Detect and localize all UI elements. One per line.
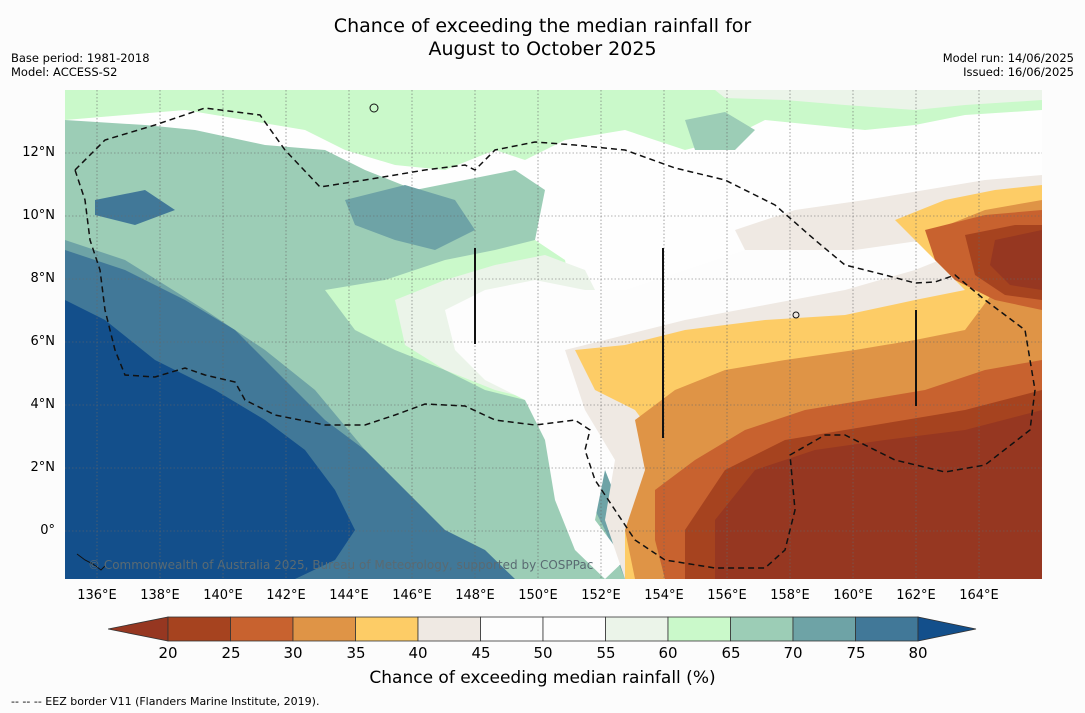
meta-left: Base period: 1981-2018 Model: ACCESS-S2 — [11, 51, 150, 79]
island-dot-1 — [369, 103, 379, 113]
colorbar-cell — [667, 616, 731, 642]
lon-label-140e: 140°E — [203, 588, 243, 603]
colorbar-cell — [480, 616, 544, 642]
colorbar-tick-40: 40 — [408, 644, 428, 662]
colorbar-label: Chance of exceeding median rainfall (%) — [369, 668, 716, 688]
colorbar-cell — [792, 616, 856, 642]
colorbar-cells — [167, 616, 919, 642]
copyright-text: © Commonwealth of Australia 2025, Bureau… — [88, 558, 594, 572]
island-cluster-sw — [76, 553, 106, 571]
meta-right: Model run: 14/06/2025 Issued: 16/06/2025 — [943, 51, 1074, 79]
model-text: Model: ACCESS-S2 — [11, 65, 118, 79]
eez-border-west — [74, 107, 1036, 569]
issued-text: Issued: 16/06/2025 — [963, 65, 1074, 79]
colorbar-under-arrow — [108, 616, 169, 642]
lon-label-138e: 138°E — [140, 588, 180, 603]
lon-label-154e: 154°E — [644, 588, 684, 603]
colorbar-cell — [355, 616, 419, 642]
colorbar-tick-35: 35 — [346, 644, 366, 662]
lon-label-150e: 150°E — [518, 588, 558, 603]
colorbar-tick-30: 30 — [283, 644, 303, 662]
lon-label-162e: 162°E — [896, 588, 936, 603]
lon-label-160e: 160°E — [833, 588, 873, 603]
map-svg — [65, 90, 1042, 579]
title-line-2: August to October 2025 — [428, 38, 657, 60]
colorbar — [108, 616, 977, 642]
colorbar-tick-45: 45 — [471, 644, 491, 662]
region-65-70 — [65, 120, 625, 579]
island-dot-2 — [792, 311, 800, 319]
colorbar-tick-65: 65 — [721, 644, 741, 662]
region-40-45-north — [735, 175, 1042, 250]
colorbar-tick-55: 55 — [596, 644, 616, 662]
lat-label-2n: 2°N — [30, 460, 56, 475]
region-over-80 — [65, 300, 355, 579]
lon-label-156e: 156°E — [707, 588, 747, 603]
colorbar-tick-20: 20 — [158, 644, 178, 662]
colorbar-tick-80: 80 — [908, 644, 928, 662]
lon-label-136e: 136°E — [77, 588, 117, 603]
lon-label-148e: 148°E — [455, 588, 495, 603]
lon-label-144e: 144°E — [329, 588, 369, 603]
lat-label-8n: 8°N — [30, 271, 56, 286]
gridlines — [65, 90, 1042, 579]
lon-label-146e: 146°E — [392, 588, 432, 603]
colorbar-tick-75: 75 — [846, 644, 866, 662]
eez-footnote: -- -- -- EEZ border V11 (Flanders Marine… — [11, 695, 320, 708]
colorbar-cell — [230, 616, 294, 642]
lat-label-10n: 10°N — [22, 208, 55, 223]
model-run-text: Model run: 14/06/2025 — [942, 51, 1074, 65]
colorbar-cell — [167, 616, 231, 642]
chart-title: Chance of exceeding the median rainfall … — [0, 15, 1085, 61]
region-under-20 — [715, 230, 1042, 579]
region-65-70-topmid — [685, 112, 755, 150]
colorbar-cell — [605, 616, 669, 642]
lat-label-6n: 6°N — [30, 334, 56, 349]
lat-label-12n: 12°N — [22, 145, 55, 160]
colorbar-tick-50: 50 — [533, 644, 553, 662]
map-panel — [65, 90, 1042, 579]
colorbar-cell — [730, 616, 794, 642]
lon-label-164e: 164°E — [959, 588, 999, 603]
region-55-60-top — [715, 90, 1042, 110]
region-60-65-top — [65, 90, 1042, 170]
colorbar-cell — [417, 616, 481, 642]
colorbar-cell — [542, 616, 606, 642]
lat-label-4n: 4°N — [30, 397, 56, 412]
colorbar-over-arrow — [917, 616, 977, 642]
colorbar-tick-25: 25 — [221, 644, 241, 662]
base-period-text: Base period: 1981-2018 — [11, 51, 150, 65]
lon-label-152e: 152°E — [581, 588, 621, 603]
colorbar-cell — [855, 616, 919, 642]
colorbar-tick-70: 70 — [783, 644, 803, 662]
region-70-75-mid — [345, 185, 475, 250]
lat-label-0: 0° — [40, 523, 55, 538]
colorbar-tick-60: 60 — [658, 644, 678, 662]
colorbar-cell — [292, 616, 356, 642]
lon-label-142e: 142°E — [266, 588, 306, 603]
lon-label-158e: 158°E — [770, 588, 810, 603]
title-line-1: Chance of exceeding the median rainfall … — [333, 15, 752, 37]
